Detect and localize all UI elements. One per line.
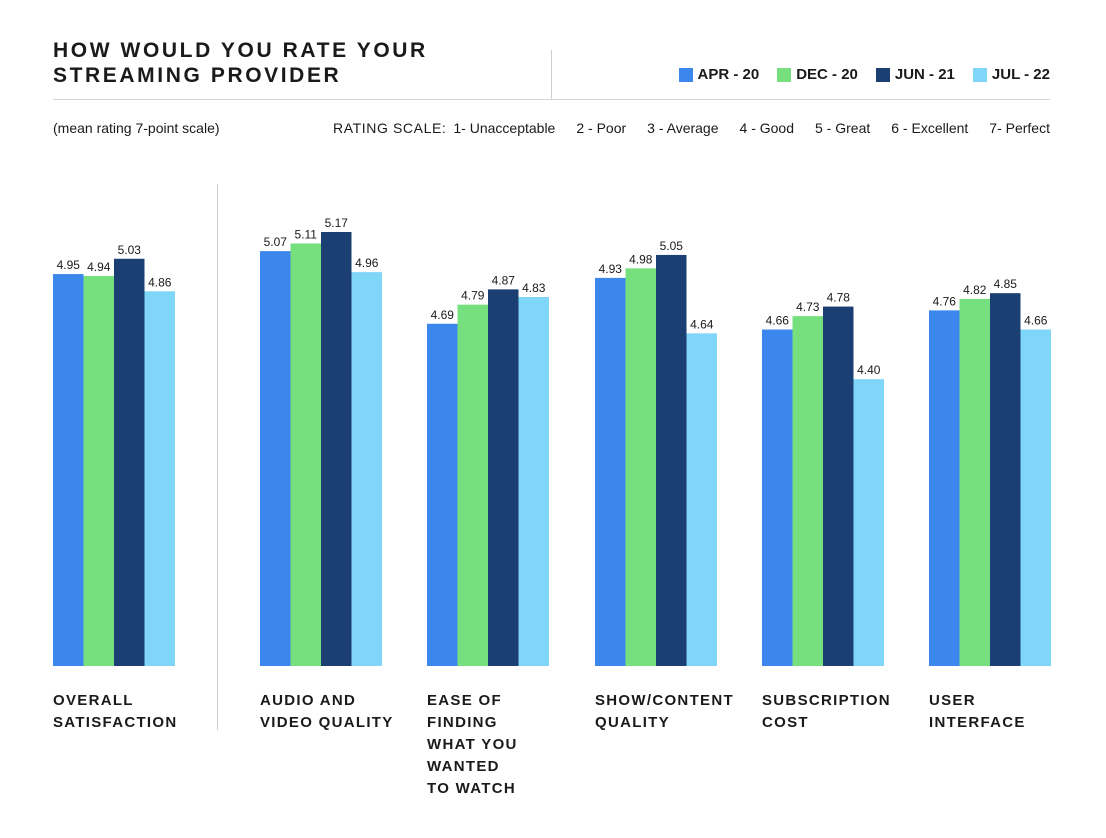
bar-value-show-content-quality-jul22: 4.64 (690, 317, 714, 331)
bar-value-ease-of-finding-dec20: 4.79 (461, 289, 485, 303)
legend-item-apr20: APR - 20 (678, 66, 760, 83)
bar-value-ease-of-finding-jun21: 4.87 (492, 273, 516, 287)
bar-audio-video-quality-jul22 (351, 272, 382, 666)
bar-user-interface-dec20 (959, 298, 990, 666)
category-label-user-interface: USER INTERFACE (929, 692, 1026, 731)
bar-overall-satisfaction-apr20 (53, 274, 84, 666)
bar-value-overall-satisfaction-apr20: 4.95 (57, 258, 81, 272)
bar-value-ease-of-finding-apr20: 4.69 (431, 308, 455, 322)
legend-swatch-jun21 (875, 67, 890, 82)
bar-value-audio-video-quality-jul22: 4.96 (355, 256, 379, 270)
bar-ease-of-finding-jun21 (488, 289, 519, 666)
bar-value-audio-video-quality-jun21: 5.17 (325, 216, 349, 230)
rating-scale-item-6: 6 - Excellent (891, 120, 969, 136)
legend-item-jun21: JUN - 21 (875, 66, 955, 83)
bar-value-user-interface-apr20: 4.76 (933, 294, 957, 308)
chart-title-line2: STREAMING PROVIDER (53, 64, 342, 87)
bar-value-subscription-cost-apr20: 4.66 (766, 314, 790, 328)
bar-value-overall-satisfaction-dec20: 4.94 (87, 260, 111, 274)
legend-item-dec20: DEC - 20 (777, 66, 858, 83)
bar-value-show-content-quality-apr20: 4.93 (599, 262, 623, 276)
bar-audio-video-quality-apr20 (260, 251, 291, 666)
category-label-show-content-quality: SHOW/CONTENT QUALITY (595, 692, 734, 731)
header-divider (551, 50, 552, 99)
bar-user-interface-jul22 (1020, 329, 1051, 666)
bar-show-content-quality-dec20 (625, 268, 656, 666)
legend-label-jul22: JUL - 22 (991, 66, 1050, 83)
bar-subscription-cost-dec20 (792, 316, 823, 666)
bar-ease-of-finding-apr20 (427, 323, 458, 666)
bar-user-interface-apr20 (929, 310, 960, 666)
bar-value-subscription-cost-dec20: 4.73 (796, 300, 820, 314)
legend: APR - 20 DEC - 20 JUN - 21 JUL - 22 (678, 66, 1050, 83)
rating-scale-item-1: 1- Unacceptable (453, 120, 556, 136)
bar-show-content-quality-apr20 (595, 277, 626, 666)
bar-ease-of-finding-dec20 (457, 304, 488, 666)
rating-scale-item-4: 4 - Good (739, 120, 794, 136)
category-label-audio-video-quality: AUDIO AND VIDEO QUALITY (260, 692, 394, 731)
chart-title-line1: HOW WOULD YOU RATE YOUR (53, 39, 428, 62)
bar-value-user-interface-dec20: 4.82 (963, 283, 987, 297)
bar-value-show-content-quality-jun21: 5.05 (660, 239, 684, 253)
overall-divider (217, 184, 218, 730)
bar-value-show-content-quality-dec20: 4.98 (629, 252, 653, 266)
bar-show-content-quality-jul22 (686, 333, 717, 666)
bar-subscription-cost-jul22 (853, 379, 884, 666)
category-label-ease-of-finding: EASE OF FINDING WHAT YOU WANTED TO WATCH (427, 692, 518, 797)
bar-value-user-interface-jun21: 4.85 (994, 277, 1018, 291)
bar-value-ease-of-finding-jul22: 4.83 (522, 281, 546, 295)
legend-swatch-dec20 (777, 67, 792, 82)
bar-overall-satisfaction-jun21 (114, 258, 145, 666)
legend-label-jun21: JUN - 21 (894, 66, 955, 83)
legend-item-jul22: JUL - 22 (972, 66, 1050, 83)
header-rule (53, 99, 1050, 100)
bar-value-audio-video-quality-dec20: 5.11 (295, 227, 318, 241)
category-label-overall-satisfaction: OVERALL SATISFACTION (53, 692, 178, 731)
chart-title: HOW WOULD YOU RATE YOUR STREAMING PROVID… (53, 38, 428, 88)
bar-show-content-quality-jun21 (656, 254, 687, 666)
bar-value-overall-satisfaction-jun21: 5.03 (118, 243, 142, 257)
bar-audio-video-quality-jun21 (321, 232, 352, 666)
rating-scale-item-2: 2 - Poor (576, 120, 627, 136)
legend-swatch-jul22 (972, 67, 987, 82)
bar-value-user-interface-jul22: 4.66 (1024, 314, 1048, 328)
bar-user-interface-jun21 (990, 293, 1021, 666)
bar-audio-video-quality-dec20 (290, 243, 321, 666)
rating-scale-item-3: 3 - Average (647, 120, 719, 136)
bar-overall-satisfaction-jul22 (144, 291, 175, 666)
rating-scale: RATING SCALE: 1- Unacceptable 2 - Poor 3… (333, 120, 1050, 136)
rating-scale-item-7: 7- Perfect (989, 120, 1050, 136)
bar-subscription-cost-apr20 (762, 329, 793, 666)
rating-scale-item-5: 5 - Great (815, 120, 871, 136)
bar-value-subscription-cost-jun21: 4.78 (827, 291, 851, 305)
bar-subscription-cost-jun21 (823, 306, 854, 666)
category-label-subscription-cost: SUBSCRIPTION COST (762, 692, 891, 731)
chart-subtitle: (mean rating 7-point scale) (53, 120, 220, 136)
bar-value-subscription-cost-jul22: 4.40 (857, 363, 881, 377)
bar-ease-of-finding-jul22 (518, 297, 549, 666)
bar-overall-satisfaction-dec20 (83, 275, 114, 666)
legend-label-apr20: APR - 20 (697, 66, 760, 83)
rating-scale-label: RATING SCALE: (333, 120, 447, 136)
bar-value-overall-satisfaction-jul22: 4.86 (148, 275, 172, 289)
legend-label-dec20: DEC - 20 (796, 66, 858, 83)
legend-swatch-apr20 (678, 67, 693, 82)
bar-value-audio-video-quality-apr20: 5.07 (264, 235, 288, 249)
